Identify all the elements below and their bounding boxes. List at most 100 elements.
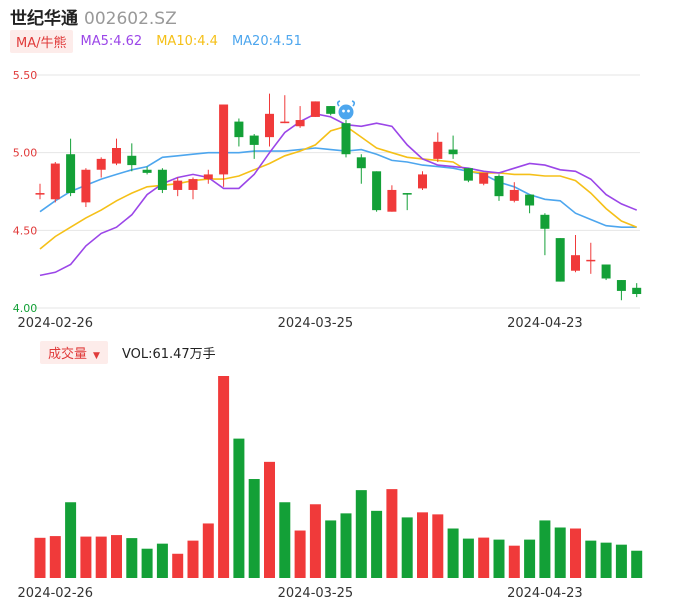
candle-body [356, 157, 366, 169]
candle [341, 120, 351, 158]
candle-body [433, 141, 443, 159]
volume-bar [386, 489, 398, 578]
candle [66, 138, 76, 197]
volume-bar [202, 523, 214, 578]
volume-bar [554, 527, 566, 578]
volume-bar [264, 461, 275, 578]
volume-bar [279, 502, 291, 578]
volume-bars [34, 376, 643, 578]
candle [127, 143, 137, 172]
volume-bar [294, 530, 306, 578]
price-axis-labels: 5.50 5.00 4.50 4.00 [13, 69, 38, 315]
candle [203, 169, 213, 184]
candle-body [632, 287, 642, 295]
candle-body [601, 264, 611, 279]
volume-bar [447, 528, 459, 578]
volume-bar [233, 438, 245, 578]
candle [249, 134, 259, 159]
price-tick-label: 4.50 [13, 224, 38, 237]
candle-body [479, 172, 489, 184]
volume-bar [570, 528, 581, 578]
candle-body [50, 163, 60, 200]
stock-code: 002602.SZ [84, 9, 177, 29]
volume-bar [600, 542, 612, 578]
candle [540, 213, 550, 256]
volume-bar [172, 553, 184, 578]
candle [433, 132, 443, 162]
candle-body [448, 149, 458, 155]
volume-bar [218, 376, 230, 578]
candle [463, 168, 473, 183]
price-grid [33, 74, 640, 309]
volume-bar [95, 536, 107, 578]
ma5-label: MA5:4.62 [80, 33, 143, 49]
candle-body [234, 121, 244, 138]
candle [50, 161, 60, 203]
stock-title: 世纪华通 002602.SZ [10, 4, 177, 29]
volume-bar [34, 537, 46, 578]
candle-body [127, 155, 137, 166]
candle [402, 193, 412, 211]
price-tick-label: 5.50 [13, 69, 38, 82]
volume-indicator-selector[interactable]: 成交量 ▼ [40, 340, 108, 364]
ma-indicator-tab[interactable]: MA/牛熊 [10, 29, 73, 53]
volume-indicator-bar: 成交量 ▼ VOL:61.47万手 [40, 340, 216, 364]
ma20-line [39, 147, 637, 228]
bull-icon-eye [342, 109, 345, 113]
volume-bar [524, 539, 536, 578]
volume-bar [340, 513, 352, 578]
volume-bar [432, 514, 444, 578]
candle-body [616, 280, 626, 291]
candle [142, 166, 152, 175]
candle-body [81, 169, 91, 203]
date-tick-label: 2024-03-25 [278, 316, 354, 331]
candle [601, 264, 611, 281]
volume-bar [401, 517, 413, 578]
candle [326, 106, 336, 116]
candle [188, 177, 198, 200]
bull-icon-eye [347, 109, 350, 113]
candle [81, 168, 91, 208]
candle [525, 194, 535, 214]
candle-body [112, 148, 121, 164]
bull-marker[interactable] [336, 100, 356, 120]
candle-body [555, 238, 565, 282]
candle-body [157, 169, 167, 190]
volume-bar [371, 510, 383, 578]
candle [219, 104, 229, 187]
candle [265, 93, 274, 147]
candle [280, 95, 290, 124]
candle [295, 106, 305, 128]
volume-bar [417, 512, 428, 578]
bull-icon[interactable] [336, 100, 356, 120]
volume-bar [49, 536, 61, 578]
candle [632, 283, 642, 298]
volume-bar [325, 520, 337, 578]
candle-body [142, 169, 152, 173]
candle-body [249, 135, 259, 145]
price-tick-label: 5.00 [13, 147, 38, 160]
candle-body [219, 104, 229, 175]
volume-bar [80, 536, 92, 578]
candle [494, 174, 504, 201]
ma10-label: MA10:4.4 [156, 33, 218, 49]
candle-body [418, 174, 427, 189]
candle [586, 242, 596, 274]
volume-bar [478, 537, 490, 578]
volume-bar [248, 479, 260, 578]
candle-body [387, 189, 397, 212]
volume-bar [615, 544, 627, 578]
candle-body [463, 168, 473, 181]
candle-body [586, 259, 596, 262]
candle-body [341, 123, 351, 155]
candle-body [509, 189, 519, 201]
candle [418, 171, 427, 190]
candle-body [66, 154, 76, 194]
ma-indicator-bar: MA/牛熊 MA5:4.62 MA10:4.4 MA20:4.51 [10, 29, 316, 53]
ma20-label: MA20:4.51 [231, 33, 302, 49]
candle [157, 168, 167, 194]
dropdown-caret-icon: ▼ [93, 350, 100, 361]
date-tick-label: 2024-04-23 [507, 316, 583, 331]
volume-bar [539, 520, 551, 578]
